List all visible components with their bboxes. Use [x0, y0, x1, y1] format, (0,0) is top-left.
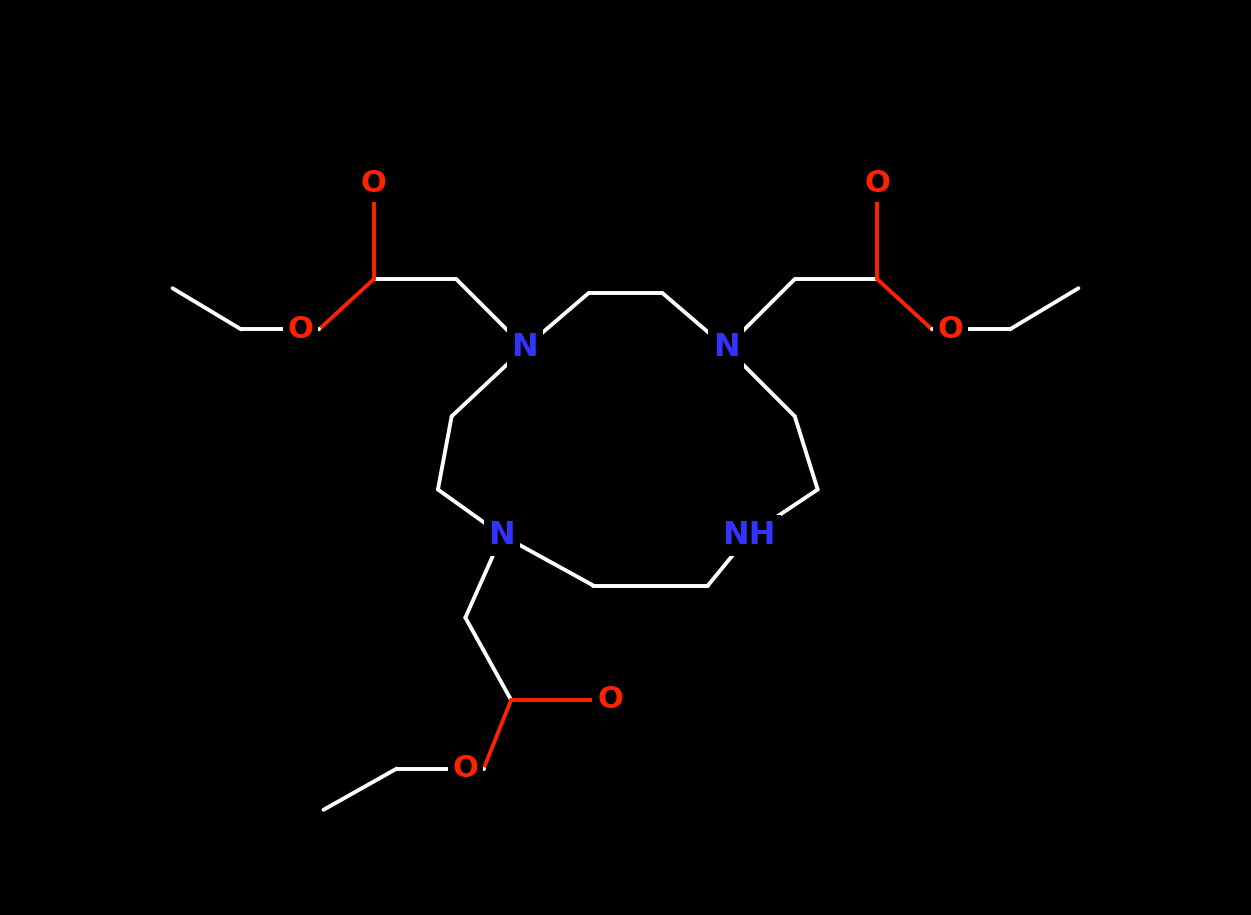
- Text: O: O: [362, 168, 387, 198]
- Text: O: O: [597, 685, 623, 715]
- Text: NH: NH: [722, 520, 776, 551]
- Text: O: O: [288, 315, 314, 344]
- Text: O: O: [453, 754, 478, 783]
- Text: N: N: [512, 332, 538, 363]
- Text: O: O: [937, 315, 963, 344]
- Text: O: O: [864, 168, 889, 198]
- Text: N: N: [713, 332, 739, 363]
- Text: N: N: [489, 520, 515, 551]
